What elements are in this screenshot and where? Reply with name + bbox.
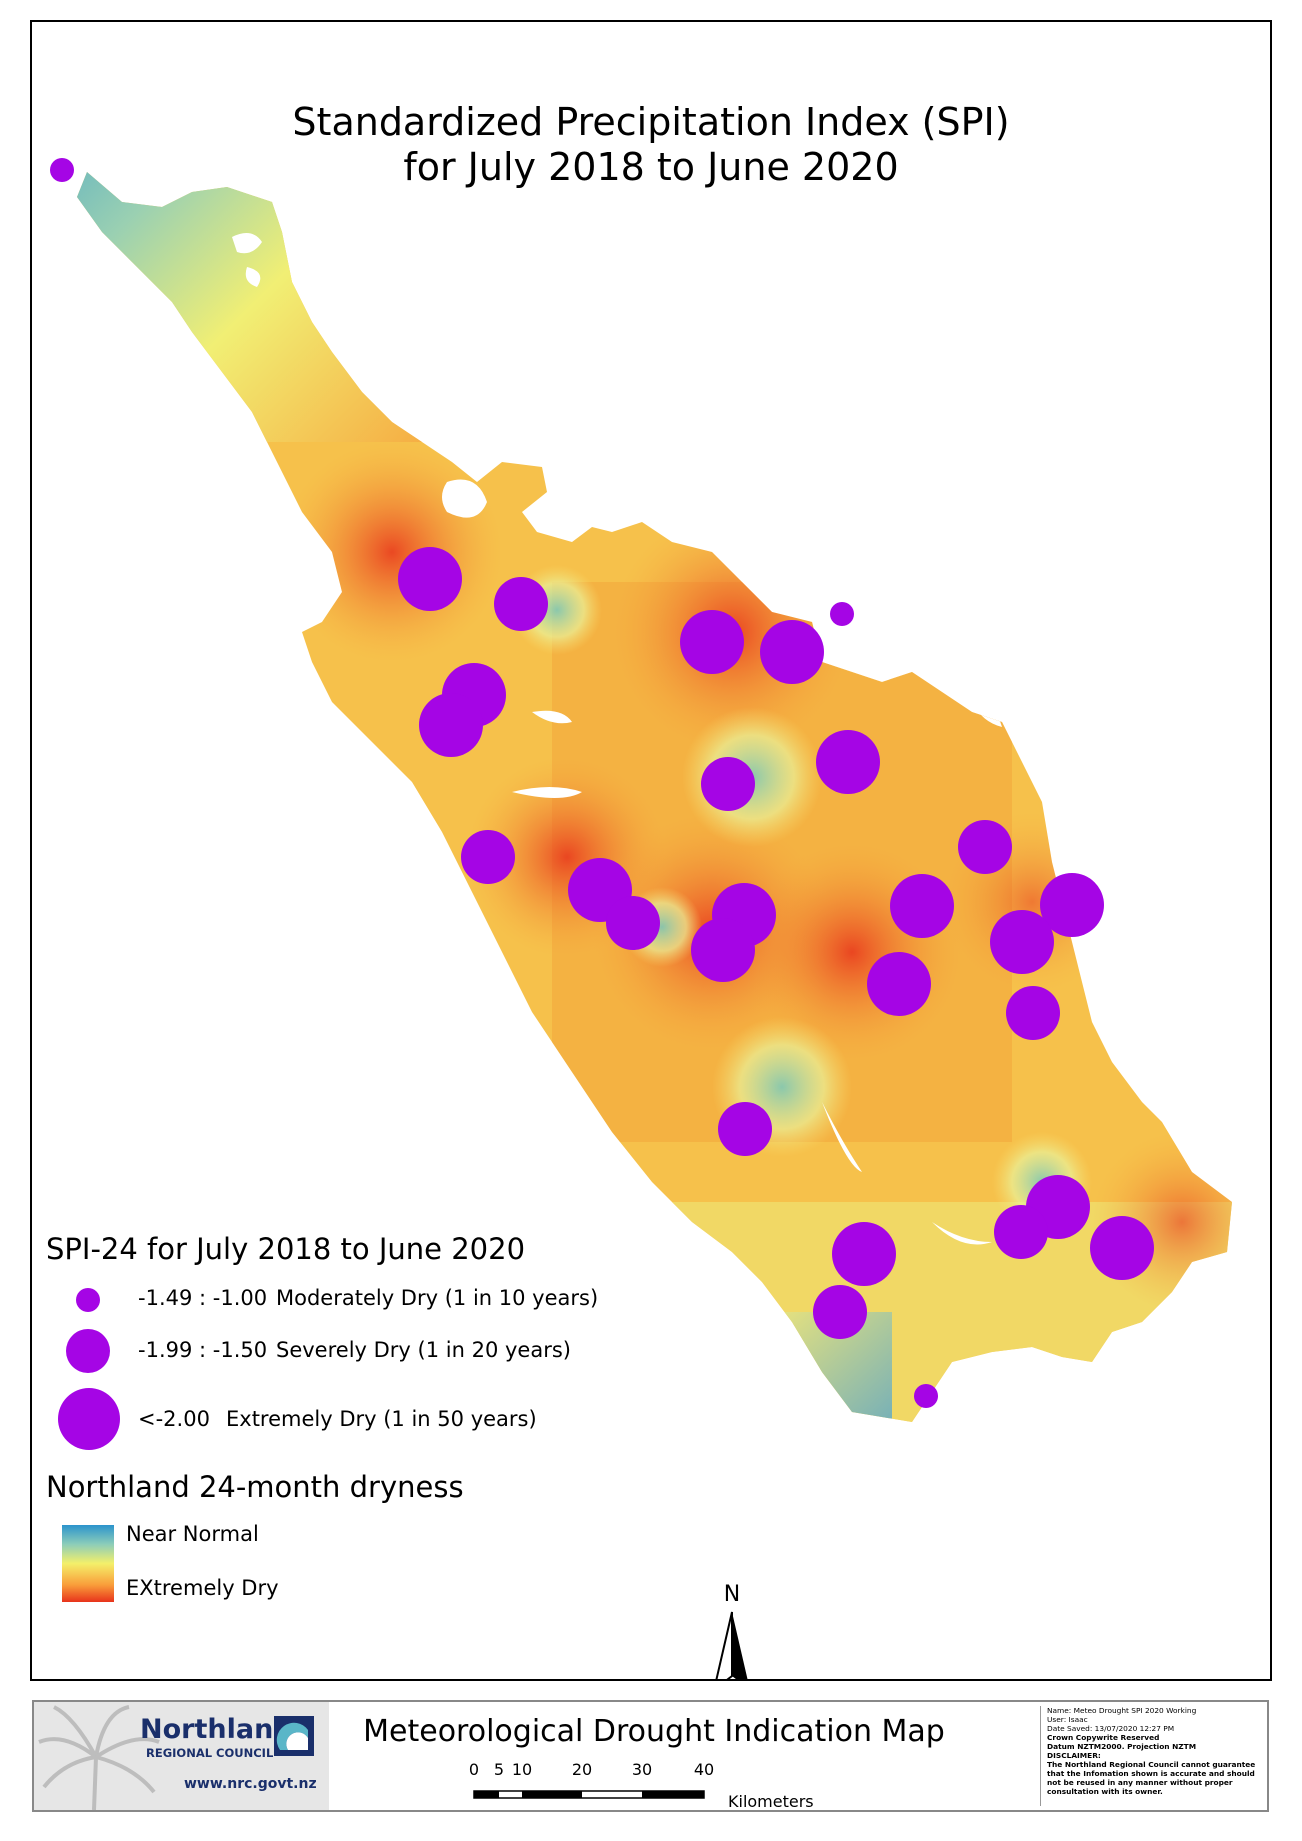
station-marker-small	[50, 158, 74, 182]
drought-map	[50, 158, 1232, 1422]
station-marker-large	[867, 952, 931, 1016]
station-marker-large	[816, 730, 880, 794]
legend-row-extreme: <-2.00 Extremely Dry (1 in 50 years)	[46, 1384, 686, 1464]
scale-bar-graphic	[473, 1790, 705, 1799]
org-logo-panel: Northland REGIONAL COUNCIL www.nrc.govt.…	[34, 1702, 329, 1810]
meta-user: User: Isaac	[1047, 1715, 1088, 1724]
scale-tick: 0	[468, 1760, 480, 1779]
station-markers	[50, 158, 1154, 1408]
station-marker-large	[760, 620, 824, 684]
map-title-line2: for July 2018 to June 2020	[403, 145, 899, 189]
north-arrow-icon	[715, 1611, 748, 1679]
meta-name: Name: Meteo Drought SPI 2020 Working	[1047, 1706, 1197, 1715]
footer-title: Meteorological Drought Indication Map	[363, 1714, 945, 1749]
station-marker-large	[1090, 1216, 1154, 1280]
station-marker-large	[990, 910, 1054, 974]
north-label: N	[723, 1582, 741, 1607]
legend-label: Moderately Dry (1 in 10 years)	[276, 1286, 599, 1310]
footer: Northland REGIONAL COUNCIL www.nrc.govt.…	[32, 1700, 1269, 1812]
legend-range: -1.49 : -1.00	[138, 1286, 268, 1310]
station-marker-small	[830, 602, 854, 626]
scale-tick: 5	[493, 1760, 505, 1779]
scale-tick: 40	[693, 1760, 715, 1779]
station-marker-large	[1040, 873, 1104, 937]
station-marker-large	[398, 547, 462, 611]
legend-range: <-2.00	[138, 1407, 210, 1431]
legend-row-severe: -1.99 : -1.50 Severely Dry (1 in 20 year…	[46, 1324, 686, 1404]
station-marker-large	[832, 1222, 896, 1286]
station-marker-large	[680, 610, 744, 674]
meta-disclaimer-head: DISCLAIMER:	[1047, 1751, 1101, 1760]
station-marker-medium	[813, 1285, 867, 1339]
station-marker-medium	[1006, 986, 1060, 1040]
legend-row-moderate: -1.49 : -1.00 Moderately Dry (1 in 10 ye…	[46, 1280, 686, 1360]
station-marker-medium	[606, 896, 660, 950]
station-marker-large	[890, 874, 954, 938]
scale-bar: 0 5 10 20 30 40 Kilometers	[464, 1760, 824, 1811]
legend-label: Severely Dry (1 in 20 years)	[276, 1338, 571, 1362]
org-subtitle: REGIONAL COUNCIL	[146, 1746, 274, 1760]
map-frame: Standardized Precipitation Index (SPI) f…	[30, 20, 1272, 1681]
station-marker-medium	[958, 820, 1012, 874]
legend-label: Extremely Dry (1 in 50 years)	[226, 1407, 537, 1431]
station-marker-medium	[701, 757, 755, 811]
meta-date: Date Saved: 13/07/2020 12:27 PM	[1047, 1724, 1175, 1733]
legend: SPI-24 for July 2018 to June 2020 -1.49 …	[46, 1232, 686, 1632]
legend-title: SPI-24 for July 2018 to June 2020	[46, 1232, 526, 1266]
legend-range: -1.99 : -1.50	[138, 1338, 268, 1362]
map-title-line1: Standardized Precipitation Index (SPI)	[292, 100, 1010, 144]
org-name: Northland	[140, 1714, 293, 1745]
color-ramp	[62, 1525, 114, 1602]
station-marker-small	[914, 1384, 938, 1408]
legend-dot-medium	[66, 1329, 110, 1373]
scale-tick: 30	[631, 1760, 653, 1779]
north-arrow: N	[702, 1582, 762, 1679]
station-marker-medium	[461, 830, 515, 884]
station-marker-large	[419, 693, 483, 757]
nrc-logo-icon	[274, 1716, 314, 1756]
ramp-title: Northland 24-month dryness	[46, 1470, 464, 1504]
legend-dot-large	[58, 1388, 120, 1450]
ramp-high-label: Near Normal	[126, 1522, 259, 1546]
scale-unit: Kilometers	[728, 1792, 814, 1811]
map-metadata: Name: Meteo Drought SPI 2020 Working Use…	[1040, 1706, 1266, 1806]
legend-dot-small	[76, 1288, 100, 1312]
palm-watermark-icon	[38, 1705, 160, 1810]
station-marker-large	[691, 918, 755, 982]
meta-datum: Datum NZTM2000. Projection NZTM	[1047, 1742, 1197, 1751]
scale-tick: 20	[571, 1760, 593, 1779]
station-marker-medium	[494, 577, 548, 631]
org-url[interactable]: www.nrc.govt.nz	[184, 1776, 317, 1792]
meta-copyright: Crown Copywrite Reserved	[1047, 1733, 1160, 1742]
station-marker-medium	[718, 1102, 772, 1156]
ramp-low-label: EXtremely Dry	[126, 1576, 279, 1600]
scale-tick: 10	[511, 1760, 533, 1779]
station-marker-medium	[994, 1205, 1048, 1259]
meta-disclaimer: The Northland Regional Council cannot gu…	[1047, 1760, 1256, 1796]
